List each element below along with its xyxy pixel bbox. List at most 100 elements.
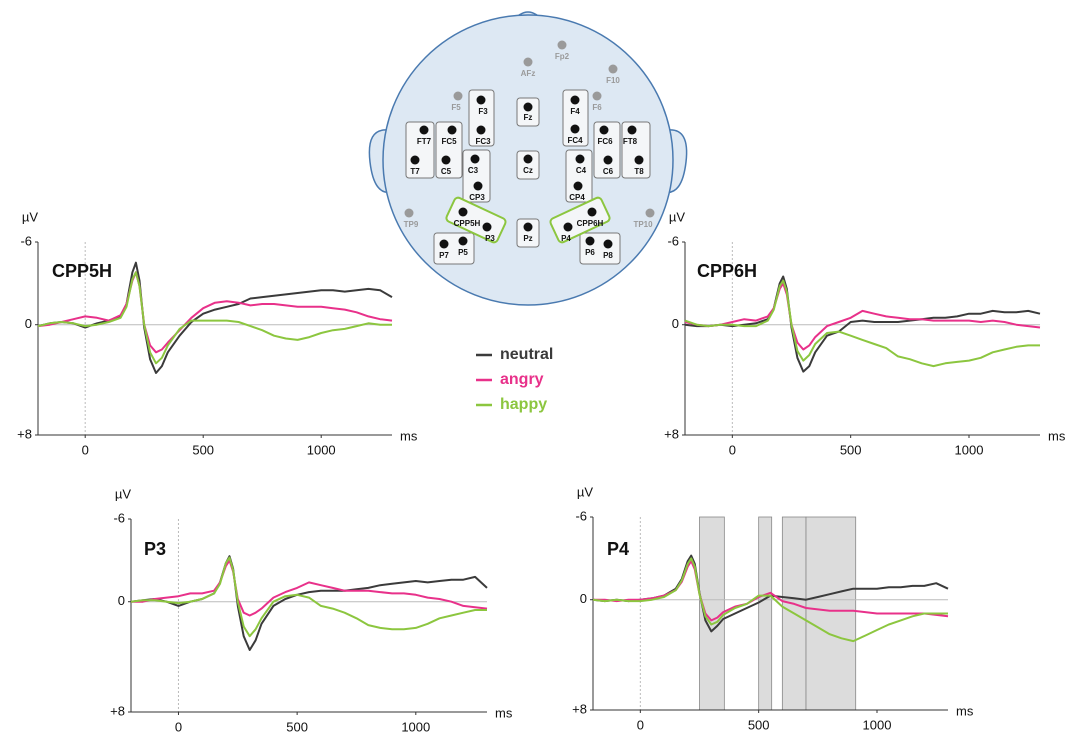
group-box — [593, 121, 621, 179]
electrode-label: FC5 — [441, 137, 457, 146]
electrode-dot — [563, 222, 573, 232]
electrode-dot — [410, 155, 420, 165]
group-box — [565, 149, 593, 203]
electrode-label: FC4 — [567, 136, 583, 145]
electrode-label: F6 — [592, 103, 602, 112]
electrode-label: FC6 — [597, 137, 613, 146]
electrode-dot — [476, 95, 486, 105]
group-box — [562, 89, 589, 147]
electrodes: Fp2 AFz F10 F5 F6 TP9 TP10 F3 FC3 Fz F4 FC4 FT7 FC5 T7… — [404, 40, 655, 260]
erp-chart: -6 0 +8 0 500 1000 µV ms CPP6H — [664, 209, 1066, 457]
y-tick-label: 0 — [672, 316, 679, 331]
x-tick-label: 0 — [82, 442, 89, 457]
electrode-label: FT8 — [623, 137, 638, 146]
y-tick-label: +8 — [110, 703, 125, 718]
y-tick-label: -6 — [113, 510, 125, 525]
x-tick-label: 0 — [637, 717, 644, 732]
electrode-label: C3 — [468, 166, 479, 175]
x-tick-label: 1000 — [863, 717, 892, 732]
electrode-dot — [453, 91, 463, 101]
electrode-label: CP4 — [569, 193, 585, 202]
electrode-dot — [573, 181, 583, 191]
electrode-label: Cz — [523, 166, 533, 175]
x-tick-label: 500 — [192, 442, 214, 457]
chart-title: CPP5H — [52, 261, 112, 281]
y-axis-label: µV — [115, 486, 131, 501]
electrode-dot — [523, 154, 533, 164]
electrode-dot — [603, 155, 613, 165]
chart-title: P4 — [607, 539, 629, 559]
y-tick-label: 0 — [118, 593, 125, 608]
electrode-dot — [645, 208, 655, 218]
electrode-label: F3 — [478, 107, 488, 116]
y-tick-label: +8 — [17, 426, 32, 441]
x-axis-label: ms — [400, 428, 418, 443]
electrode-label: CPP5H — [454, 219, 481, 228]
legend-label: happy — [500, 396, 547, 413]
electrode-label: Fp2 — [555, 52, 570, 61]
electrode-label: FC3 — [475, 137, 491, 146]
series-line — [684, 282, 1041, 351]
electrode-label: T8 — [634, 167, 644, 176]
legend-label: neutral — [500, 346, 553, 363]
electrode-dot — [557, 40, 567, 50]
electrode-label: P6 — [585, 248, 595, 257]
series-line — [131, 559, 488, 617]
x-axis-label: ms — [495, 705, 513, 720]
electrode-label: F5 — [451, 103, 461, 112]
electrode-label: CP3 — [469, 193, 485, 202]
x-tick-label: 500 — [840, 442, 862, 457]
electrode-dot — [476, 125, 486, 135]
electrode-dot — [523, 102, 533, 112]
electrode-label: Fz — [524, 113, 533, 122]
electrode-dot — [458, 236, 468, 246]
head-diagram: Fp2 AFz F10 F5 F6 TP9 TP10 F3 FC3 Fz F4 FC4 FT7 FC5 T7… — [368, 11, 688, 306]
charts: -6 0 +8 0 500 1000 µV ms CPP5H -6 0 +8 0 500 1000 µV ms C… — [17, 209, 1066, 734]
group-box — [516, 150, 540, 180]
electrode-dot — [439, 239, 449, 249]
electrode-dot — [608, 64, 618, 74]
electrode-label: CPP6H — [577, 219, 604, 228]
electrode-dot — [458, 207, 468, 217]
erp-chart: -6 0 +8 0 500 1000 µV ms P4 — [572, 484, 974, 732]
group-box — [516, 218, 540, 248]
x-tick-label: 500 — [748, 717, 770, 732]
electrode-dot — [570, 124, 580, 134]
electrode-label: F4 — [570, 107, 580, 116]
chart-title: CPP6H — [697, 261, 757, 281]
series-line — [37, 271, 393, 354]
y-tick-label: -6 — [575, 508, 587, 523]
y-axis-label: µV — [669, 209, 685, 224]
electrode-label: P5 — [458, 248, 468, 257]
y-tick-label: +8 — [664, 426, 679, 441]
group-box — [462, 149, 491, 203]
electrode-dot — [599, 125, 609, 135]
x-tick-label: 1000 — [401, 719, 430, 734]
legend: neutral angry happy — [476, 346, 553, 413]
electrode-dot — [587, 207, 597, 217]
x-tick-label: 1000 — [307, 442, 336, 457]
electrode-label: C4 — [576, 166, 587, 175]
group-box — [516, 97, 540, 127]
group-box — [621, 121, 651, 179]
electrode-label: P4 — [561, 234, 571, 243]
electrode-label: TP10 — [633, 220, 653, 229]
electrode-dot — [447, 125, 457, 135]
x-tick-label: 0 — [729, 442, 736, 457]
chart-title: P3 — [144, 539, 166, 559]
electrode-dot — [585, 236, 595, 246]
electrode-label: AFz — [521, 69, 536, 78]
electrode-dot — [470, 154, 480, 164]
electrode-dot — [441, 155, 451, 165]
electrode-dot — [419, 125, 429, 135]
series-line — [684, 279, 1040, 368]
electrode-dot — [603, 239, 613, 249]
y-tick-label: -6 — [667, 233, 679, 248]
electrode-dot — [523, 222, 533, 232]
electrode-label: Pz — [523, 234, 532, 243]
series-line — [37, 271, 392, 365]
electrode-label: C6 — [603, 167, 614, 176]
series-line — [684, 275, 1041, 373]
electrode-label: P8 — [603, 251, 613, 260]
